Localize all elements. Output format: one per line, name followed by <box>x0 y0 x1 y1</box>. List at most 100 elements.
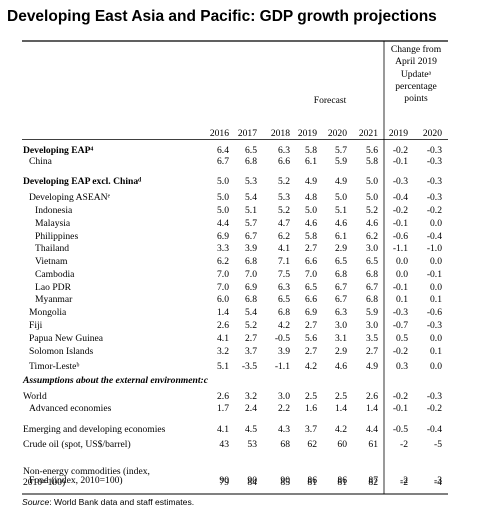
value-cell: 3.0 <box>366 320 378 331</box>
value-cell: 6.8 <box>278 307 290 318</box>
value-cell: 5.7 <box>245 218 257 229</box>
value-cell: -0.3 <box>427 176 442 187</box>
value-cell: -0.6 <box>427 307 442 318</box>
value-cell: 4.1 <box>217 333 229 344</box>
value-cell: -3.5 <box>242 361 257 372</box>
table-body: Developing EAP⁴ 6.4 6.5 6.3 5.8 5.7 5.6 -0.2 -0.… <box>22 145 442 488</box>
value-cell: 3.0 <box>278 391 290 402</box>
value-cell: 1.4 <box>366 403 378 414</box>
value-cell: 6.2 <box>278 231 290 242</box>
value-cell: 62 <box>307 439 317 450</box>
value-cell: -0.2 <box>393 145 408 156</box>
value-cell: 6.9 <box>217 231 229 242</box>
value-cell: -0.3 <box>427 320 442 331</box>
row-label: Solomon Islands <box>29 346 93 357</box>
row-label: Timor-Lesteᵇ <box>29 361 79 372</box>
value-cell: 4.2 <box>278 320 290 331</box>
value-cell: -5 <box>434 439 442 450</box>
value-cell: 5.0 <box>366 176 378 187</box>
value-cell: 6.7 <box>217 156 229 167</box>
value-cell: -0.5 <box>275 333 290 344</box>
value-cell: 5.4 <box>245 307 257 318</box>
row-label: China <box>29 156 53 167</box>
row-label: World <box>23 391 47 402</box>
value-cell: -0.2 <box>427 403 442 414</box>
value-cell: 6.5 <box>278 294 290 305</box>
value-cell: 5.0 <box>335 192 347 203</box>
value-cell: 5.9 <box>335 156 347 167</box>
value-cell: 0.0 <box>430 256 442 267</box>
value-cell: 90 <box>247 475 257 486</box>
value-cell: -0.3 <box>393 307 408 318</box>
value-cell: -0.5 <box>393 424 408 435</box>
value-cell: 6.4 <box>217 145 229 156</box>
value-cell: 3.5 <box>366 333 378 344</box>
value-cell: 6.9 <box>305 307 317 318</box>
value-cell: -0.6 <box>393 231 408 242</box>
value-cell: 0.1 <box>396 294 408 305</box>
value-cell: -0.1 <box>427 269 442 280</box>
value-cell: 0.0 <box>430 218 442 229</box>
value-cell: 2.6 <box>217 320 229 331</box>
value-cell: 82 <box>368 477 378 488</box>
value-cell: -1.1 <box>393 243 408 254</box>
table-rules <box>22 40 448 495</box>
value-cell: 4.9 <box>335 176 347 187</box>
value-cell: 5.4 <box>245 192 257 203</box>
value-cell: -0.7 <box>393 320 408 331</box>
value-cell: 7.5 <box>278 269 290 280</box>
value-cell: 5.8 <box>305 231 317 242</box>
value-cell: 2.4 <box>245 403 257 414</box>
value-cell: 2.7 <box>305 243 317 254</box>
year-header: 2019 <box>298 128 317 139</box>
table-row: Philippines 6.9 6.7 6.2 5.8 6.1 6.2 -0.6 -0.4 <box>35 231 442 242</box>
change-header-line: points <box>404 93 428 104</box>
value-cell: 6.0 <box>217 294 229 305</box>
value-cell: 4.3 <box>278 424 290 435</box>
table-row: Indonesia 5.0 5.1 5.2 5.0 5.1 5.2 -0.2 -0.2 <box>35 205 442 216</box>
value-cell: -0.3 <box>427 156 442 167</box>
value-cell: 2.9 <box>335 346 347 357</box>
row-label: Fiji <box>29 320 43 331</box>
value-cell: 7.0 <box>217 269 229 280</box>
value-cell: 87 <box>368 475 378 486</box>
value-cell: 3.1 <box>335 333 347 344</box>
value-cell: 6.1 <box>335 231 347 242</box>
value-cell: 6.1 <box>305 156 317 167</box>
table-row: Mongolia 1.4 5.4 6.8 6.9 6.3 5.9 -0.3 -0.6 <box>29 307 442 318</box>
value-cell: 5.0 <box>305 205 317 216</box>
value-cell: -2 <box>400 477 408 488</box>
table-row: Developing EAP⁴ 6.4 6.5 6.3 5.8 5.7 5.6 -0.2 -0.… <box>23 145 442 156</box>
value-cell: 86 <box>307 475 317 486</box>
value-cell: 6.5 <box>335 256 347 267</box>
row-label: Assumptions about the external environme… <box>22 375 209 386</box>
value-cell: 4.6 <box>366 218 378 229</box>
value-cell: 7.0 <box>217 282 229 293</box>
value-cell: 6.5 <box>366 256 378 267</box>
table-row: Developing EAP excl. Chinaᵈ 5.0 5.3 5.2 4.9 4… <box>23 176 442 187</box>
value-cell: 5.6 <box>366 145 378 156</box>
value-cell: 0.0 <box>430 361 442 372</box>
value-cell: 5.3 <box>245 176 257 187</box>
value-cell: 2.5 <box>305 391 317 402</box>
value-cell: 4.6 <box>335 218 347 229</box>
value-cell: 6.3 <box>278 282 290 293</box>
change-header-line: Updateᵃ <box>401 69 432 80</box>
value-cell: 3.2 <box>245 391 257 402</box>
year-header: 2017 <box>238 128 257 139</box>
value-cell: 5.0 <box>366 192 378 203</box>
change-header-line: April 2019 <box>395 56 437 67</box>
value-cell: 3.7 <box>305 424 317 435</box>
value-cell: 6.5 <box>245 145 257 156</box>
value-cell: -0.1 <box>393 156 408 167</box>
value-cell: 60 <box>337 439 347 450</box>
row-label: Cambodia <box>35 269 75 280</box>
value-cell: -0.2 <box>393 205 408 216</box>
value-cell: -0.3 <box>393 176 408 187</box>
value-cell: 1.6 <box>305 403 317 414</box>
value-cell: -0.3 <box>427 391 442 402</box>
value-cell: 2.6 <box>366 391 378 402</box>
value-cell: -0.3 <box>427 145 442 156</box>
value-cell: -4 <box>434 477 442 488</box>
